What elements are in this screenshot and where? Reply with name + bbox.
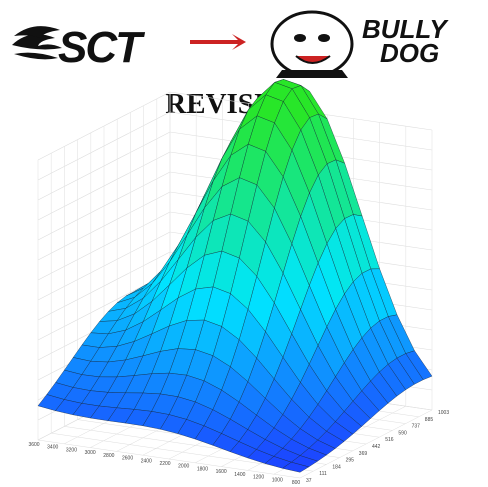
right-axis-label: 442 [372, 444, 381, 450]
dog-mouth [295, 55, 331, 64]
left-axis-label: 1800 [197, 466, 208, 472]
left-axis-label: 3400 [47, 445, 58, 451]
right-axis-label: 369 [359, 451, 368, 457]
flame [14, 26, 60, 38]
bully-text: BULLY [362, 14, 449, 44]
left-axis-label: 3000 [85, 450, 96, 456]
axis-labels: 3600 3400 3200 3000 2800 2600 2400 2200 2000 1800… [28, 410, 449, 486]
right-axis-label: 590 [398, 430, 407, 436]
left-axis-label: 2600 [122, 456, 133, 462]
dog-head [270, 10, 354, 78]
left-axis-label: 1400 [234, 472, 245, 478]
left-axis-label: 3600 [28, 442, 39, 448]
left-axis-label: 2400 [141, 458, 152, 464]
left-axis-label: 800 [292, 480, 301, 486]
right-axis-label: 111 [319, 471, 327, 477]
left-axis-label: 1200 [253, 475, 264, 481]
right-axis-label: 737 [412, 424, 421, 430]
dog-eye [294, 34, 306, 42]
flame [12, 34, 62, 50]
left-axis-label: 2200 [159, 461, 170, 467]
right-axis-label: 295 [346, 458, 355, 464]
bully-dog-logo: BULLY DOG [270, 10, 449, 78]
flame [14, 52, 58, 60]
sct-text: SCT [58, 23, 145, 72]
dog-collar [276, 70, 348, 78]
left-axis-label: 1600 [216, 469, 227, 475]
right-axis-label: 516 [385, 437, 394, 443]
right-axis-label: 37 [306, 478, 312, 484]
dog-text: DOG [380, 38, 439, 68]
right-axis-label: 184 [332, 464, 341, 470]
left-axis-label: 1000 [272, 477, 283, 483]
left-axis-label: 3200 [66, 447, 77, 453]
right-axis-label: 885 [425, 417, 434, 423]
surface-cell [281, 461, 310, 473]
sct-logo: SCT [12, 23, 246, 72]
dog-eye [318, 34, 330, 42]
arrow [190, 34, 246, 50]
left-axis-label: 2000 [178, 464, 189, 470]
surface [37, 79, 433, 473]
right-axis-label: 1003 [438, 410, 449, 416]
left-axis-label: 2800 [103, 453, 114, 459]
